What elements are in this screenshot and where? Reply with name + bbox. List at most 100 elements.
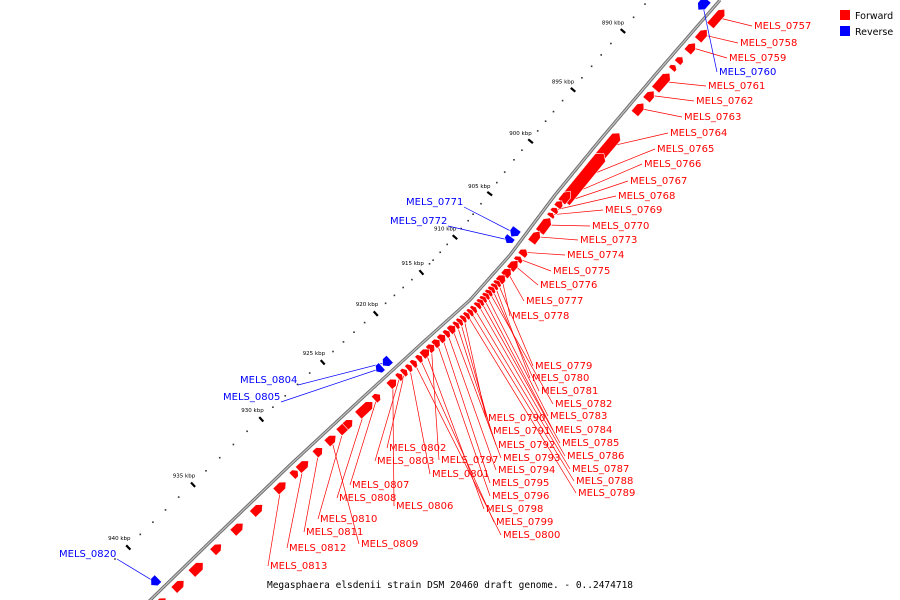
minor-tick-dot (432, 259, 434, 261)
minor-tick-dot (308, 372, 311, 374)
gene-feature (430, 338, 441, 350)
gene-feature (354, 401, 374, 420)
label-connector (639, 108, 683, 118)
gene-label: MELS_0761 (708, 81, 765, 92)
genome-caption: Megasphaera elsdenii strain DSM 20460 dr… (267, 580, 633, 591)
gene-feature (445, 324, 457, 336)
minor-tick-dot (590, 65, 593, 68)
minor-tick-dot (177, 496, 180, 498)
gene-label: MELS_0786 (567, 451, 624, 462)
gene-label: MELS_0767 (630, 176, 687, 187)
kbp-tick (258, 416, 265, 423)
gene-label: MELS_0771 (406, 197, 463, 208)
gene-label: MELS_0808 (339, 493, 396, 504)
gene-label: MELS_0797 (441, 455, 498, 466)
kbp-tick (570, 87, 577, 93)
label-connector (467, 315, 577, 494)
gene-label: MELS_0795 (492, 478, 549, 489)
gene-label: MELS_0802 (389, 443, 446, 454)
minor-tick-dot (402, 286, 404, 289)
minor-tick-dot (581, 77, 583, 79)
label-connector (535, 236, 579, 241)
label-connector (717, 17, 753, 27)
label-connector (480, 301, 561, 444)
label-connector (501, 278, 511, 317)
gene-feature (697, 0, 712, 11)
label-connector-lines (116, 4, 753, 583)
label-connector (414, 362, 502, 536)
gene-label: MELS_0811 (306, 527, 363, 538)
minor-tick-dot (472, 213, 474, 215)
minor-tick-dot (342, 341, 345, 343)
gene-feature (683, 42, 696, 56)
kbp-tick-label: 925 kbp (303, 351, 326, 357)
kbp-tick (527, 138, 534, 144)
gene-label: MELS_0768 (618, 191, 675, 202)
gene-feature (469, 304, 478, 315)
gene-feature (492, 279, 502, 289)
gene-feature (441, 329, 451, 339)
gene-label: MELS_0820 (59, 549, 116, 560)
label-connector (489, 292, 554, 405)
gene-features (150, 0, 726, 600)
minor-tick-dot (332, 350, 334, 353)
gene-feature (157, 597, 167, 600)
minor-tick-dot (503, 171, 506, 173)
label-connector (691, 47, 728, 59)
minor-tick-dot (496, 181, 498, 184)
minor-tick-dot (152, 521, 154, 523)
gene-feature (673, 56, 684, 66)
gene-label: MELS_0799 (496, 517, 553, 528)
gene-feature (462, 311, 471, 321)
minor-tick-dot (446, 243, 448, 246)
minor-tick-dots (114, 3, 646, 560)
gene-label: MELS_0783 (550, 411, 607, 422)
minor-tick-dot (363, 321, 366, 324)
gene-feature (451, 320, 461, 331)
label-connector (650, 95, 695, 102)
kbp-tick (451, 234, 458, 241)
kbp-tick-label: 920 kbp (356, 302, 379, 308)
gene-label: MELS_0759 (729, 53, 786, 64)
gene-label: MELS_0758 (740, 38, 797, 49)
gene-feature (489, 282, 499, 292)
label-connector (486, 295, 549, 417)
label-connector (460, 321, 492, 432)
minor-tick-dot (521, 149, 523, 151)
gene-label: MELS_0777 (526, 296, 583, 307)
gene-label: MELS_0813 (270, 561, 327, 572)
kbp-tick (418, 269, 425, 276)
gene-feature (553, 200, 564, 211)
gene-feature (472, 301, 483, 311)
minor-tick-dot (218, 456, 221, 459)
label-connector (442, 337, 491, 484)
gene-label: MELS_0796 (492, 491, 549, 502)
label-connector (463, 206, 515, 234)
kbp-tick (372, 310, 379, 317)
label-connector (463, 318, 487, 419)
minor-tick-dot (164, 509, 167, 511)
gene-feature (370, 393, 381, 404)
label-connector (392, 382, 395, 507)
minor-tick-dot (536, 130, 539, 132)
gene-feature (150, 574, 163, 587)
minor-tick-dot (353, 331, 355, 333)
gene-feature (435, 333, 447, 345)
minor-tick-dot (232, 443, 235, 446)
gene-feature (382, 354, 394, 367)
gene-label: MELS_0772 (390, 216, 447, 227)
label-connector (452, 328, 502, 459)
label-connector (425, 352, 485, 510)
gene-label: MELS_0762 (696, 96, 753, 107)
kbp-tick-label: 915 kbp (401, 261, 424, 267)
gene-feature (458, 314, 468, 324)
gene-feature (455, 317, 464, 327)
minor-tick-dot (246, 430, 248, 433)
gene-label: MELS_0764 (670, 128, 727, 139)
gene-feature (465, 308, 475, 318)
gene-label: MELS_0766 (644, 159, 701, 170)
gene-labels: MELS_0757 MELS_0758 MELS_0759 MELS_0760 MELS… (59, 21, 811, 572)
label-connector (267, 486, 282, 567)
label-connector (336, 408, 366, 499)
minor-tick-dot (272, 406, 274, 408)
